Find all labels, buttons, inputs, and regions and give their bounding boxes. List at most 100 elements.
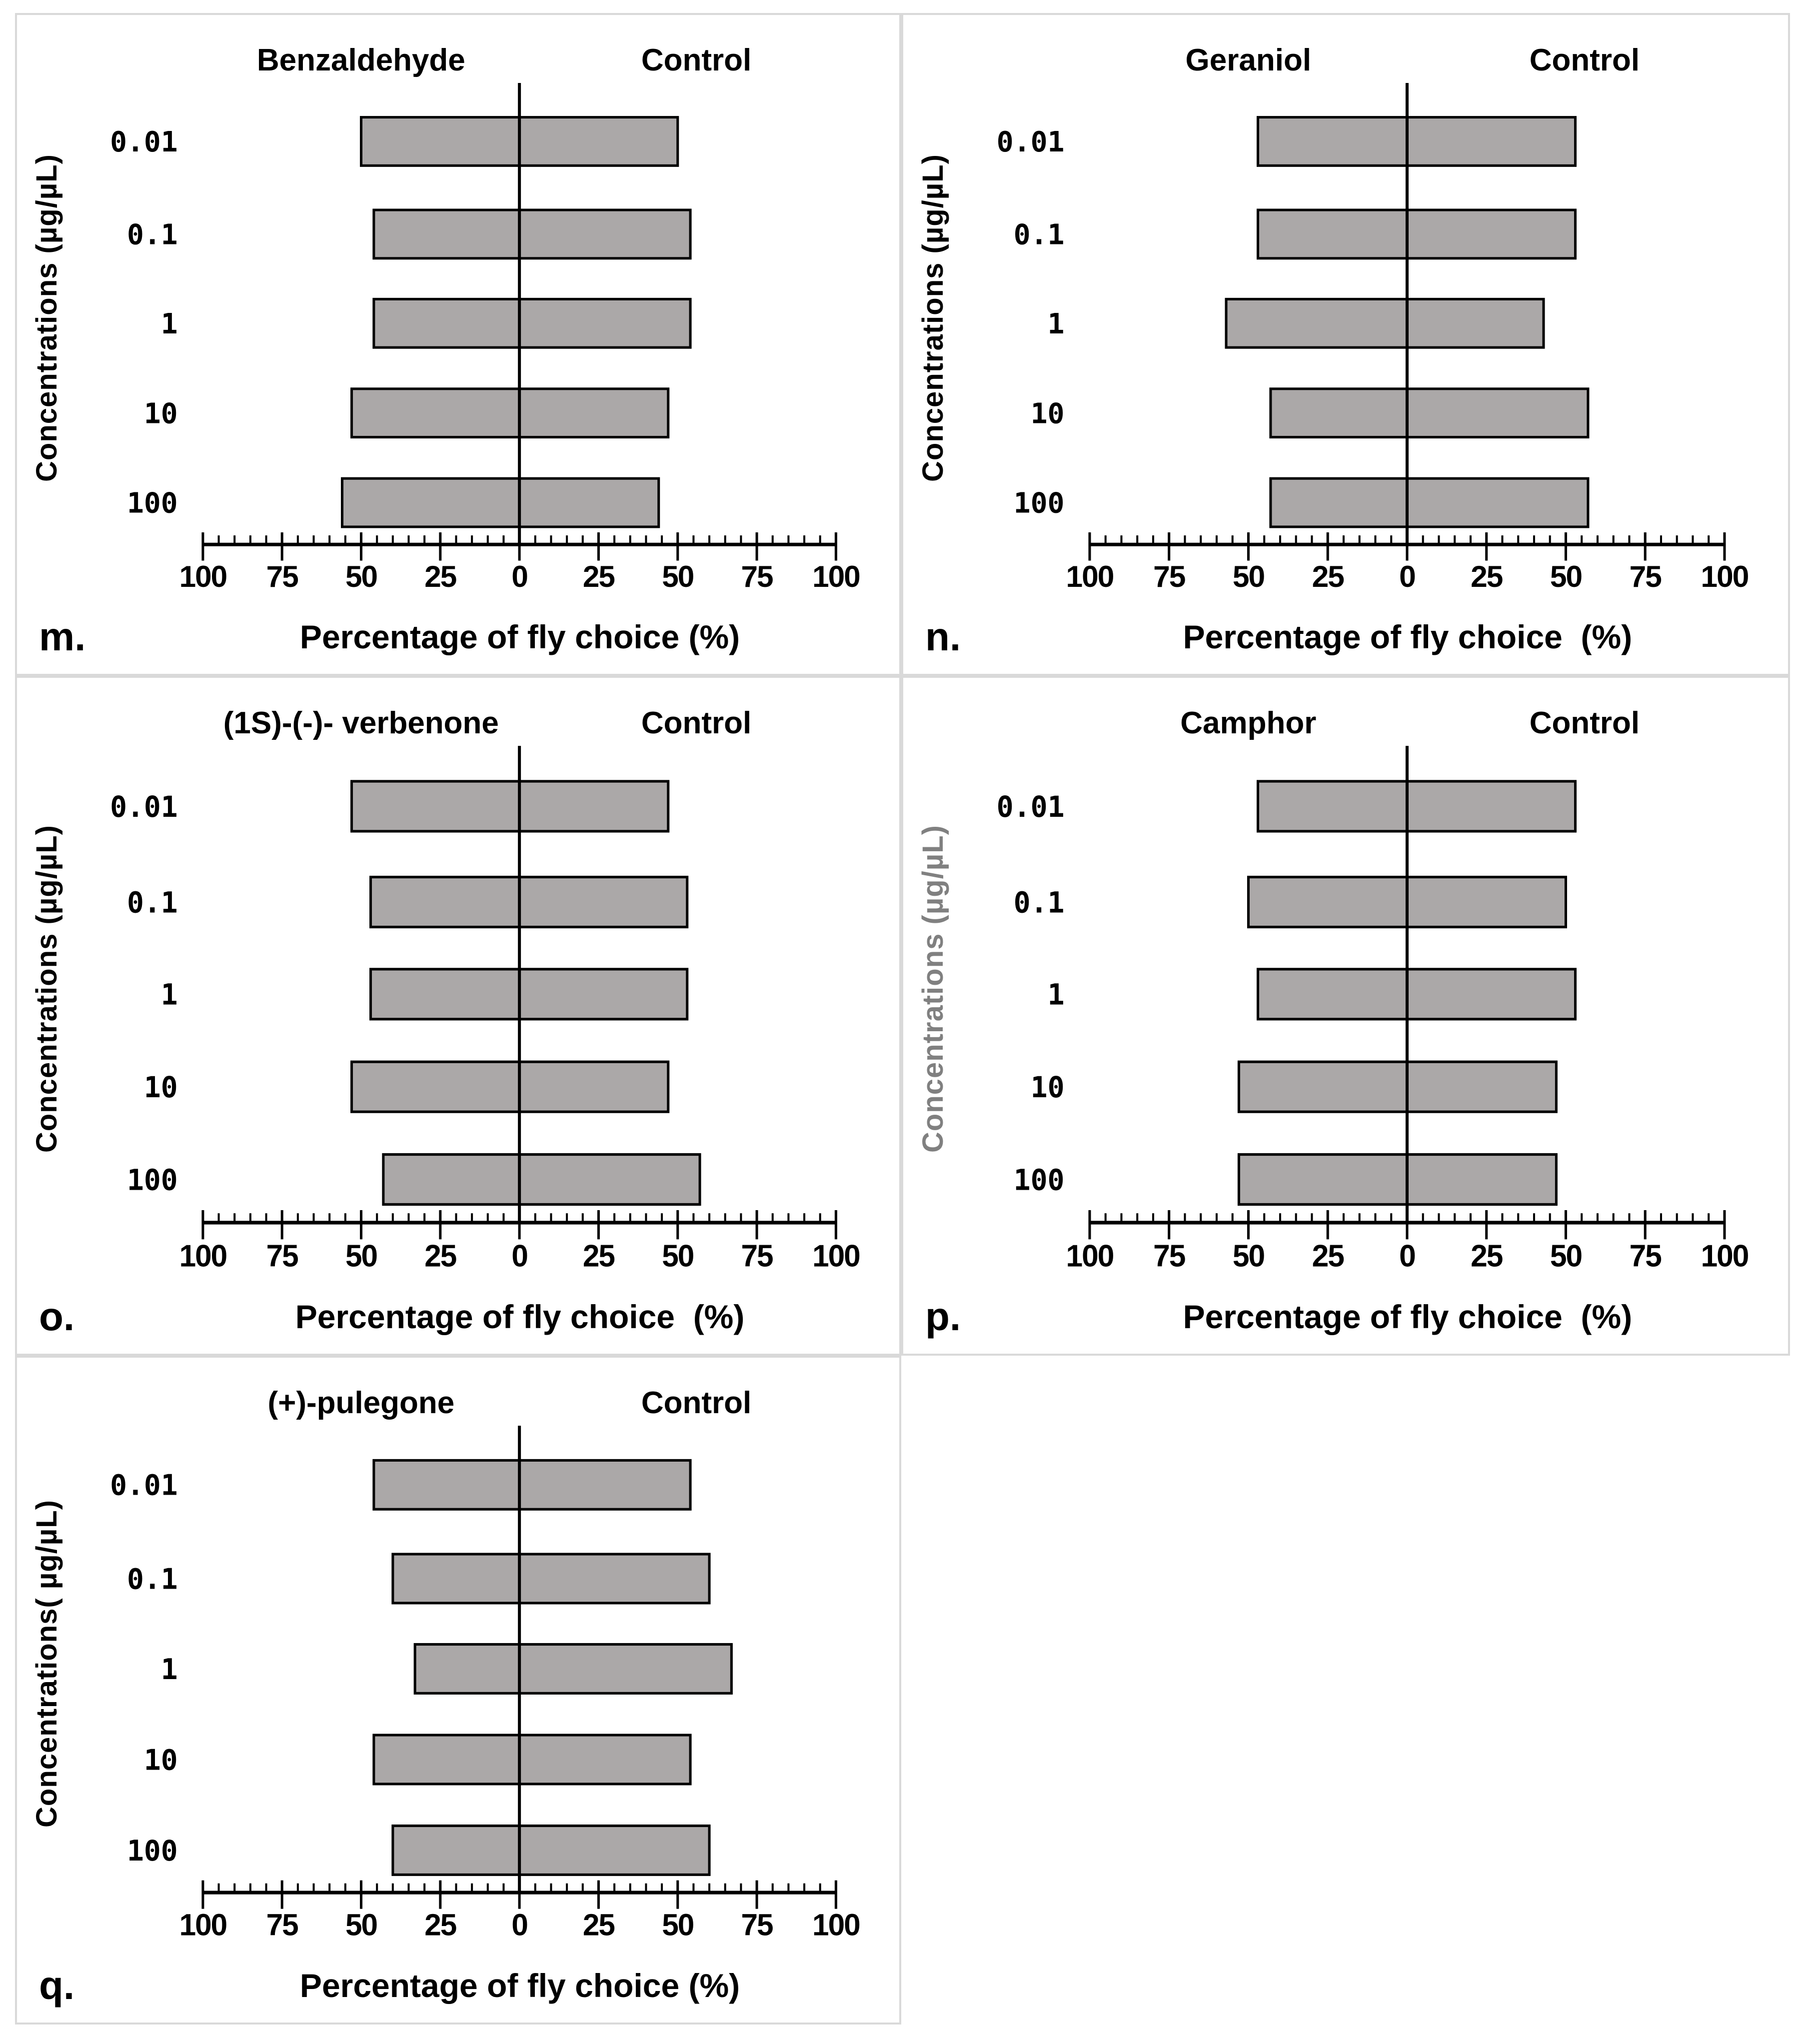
svg-text:50: 50 <box>1233 1238 1264 1273</box>
panel-n-header: Geraniol Control <box>903 15 1788 81</box>
svg-text:100: 100 <box>1014 487 1065 520</box>
svg-text:50: 50 <box>1550 1238 1582 1273</box>
control-title: Control <box>1529 706 1640 740</box>
panel-o: (1S)-(-)- verbenone Control 0.01 0.1 1 10 10… <box>15 676 901 1356</box>
svg-text:75: 75 <box>1153 1238 1185 1273</box>
x-axis-label: Percentage of fly choice (%) <box>299 1967 740 2004</box>
panel-letter: n. <box>925 614 961 659</box>
svg-text:100: 100 <box>127 487 178 520</box>
svg-text:100: 100 <box>1701 1238 1749 1273</box>
panel-p-inner: Camphor Control 0.01 0.1 1 10 100 100 75 50 25 0 2… <box>903 678 1788 1354</box>
panel-n-footer: Percentage of fly choice (%) n. <box>903 595 1788 674</box>
svg-text:50: 50 <box>345 559 377 593</box>
svg-text:25: 25 <box>583 559 614 593</box>
svg-text:0: 0 <box>511 1908 527 1942</box>
panel-o-header: (1S)-(-)- verbenone Control <box>17 678 899 744</box>
svg-text:100: 100 <box>812 1908 860 1942</box>
panel-p-header: Camphor Control <box>903 678 1788 744</box>
svg-text:0.1: 0.1 <box>127 1563 178 1596</box>
panel-p: Camphor Control 0.01 0.1 1 10 100 100 75 50 25 0 2… <box>901 676 1790 1356</box>
diverging-bar-chart: 0.01 0.1 1 10 100 100 75 50 25 0 25 50 75 100 <box>110 83 861 593</box>
svg-text:10: 10 <box>144 397 178 430</box>
svg-text:0.01: 0.01 <box>110 1469 178 1502</box>
svg-text:10: 10 <box>144 1744 178 1777</box>
svg-text:0.1: 0.1 <box>127 218 178 251</box>
svg-text:1: 1 <box>161 1653 178 1686</box>
svg-text:75: 75 <box>266 1908 298 1942</box>
svg-text:75: 75 <box>1630 1238 1662 1273</box>
svg-text:0: 0 <box>1399 559 1415 593</box>
svg-text:1: 1 <box>1048 978 1065 1012</box>
svg-text:100: 100 <box>127 1163 178 1197</box>
diverging-bar-chart: 0.01 0.1 1 10 100 100 75 50 25 0 25 50 75 100 <box>110 746 861 1274</box>
svg-text:0: 0 <box>511 1238 527 1273</box>
svg-text:50: 50 <box>662 1908 693 1942</box>
svg-text:75: 75 <box>741 559 773 593</box>
panel-o-footer: Percentage of fly choice (%) o. <box>17 1275 899 1354</box>
y-axis-label: Concentrations (µg/µL) <box>917 824 949 1153</box>
svg-text:75: 75 <box>741 1908 773 1942</box>
empty-cell <box>901 1356 1790 2025</box>
svg-text:100: 100 <box>1066 1238 1114 1273</box>
svg-text:1: 1 <box>161 978 178 1012</box>
y-axis-label: Concentrations( µg/µL) <box>30 1499 63 1828</box>
svg-text:100: 100 <box>179 1908 227 1942</box>
svg-text:0: 0 <box>1399 1238 1415 1273</box>
panel-m-footer: Percentage of fly choice (%) m. <box>17 595 899 674</box>
treatment-title: Benzaldehyde <box>256 43 465 77</box>
treatment-title: Camphor <box>1180 706 1317 740</box>
x-axis-label: Percentage of fly choice (%) <box>295 1298 745 1335</box>
control-title: Control <box>1529 43 1640 77</box>
panel-o-inner: (1S)-(-)- verbenone Control 0.01 0.1 1 10 10… <box>17 678 899 1354</box>
svg-text:0.01: 0.01 <box>110 126 178 158</box>
svg-text:100: 100 <box>179 1238 227 1273</box>
svg-text:0.1: 0.1 <box>127 885 178 919</box>
diverging-bar-chart: 0.01 0.1 1 10 100 100 75 50 25 0 25 50 75 100 <box>997 83 1750 593</box>
svg-text:25: 25 <box>424 1908 456 1942</box>
diverging-bar-chart: 0.01 0.1 1 10 100 100 75 50 25 0 25 50 75 100 <box>997 746 1749 1274</box>
panel-q: (+)-pulegone Control 0.01 0.1 1 10 100 100 75 5… <box>15 1356 901 2025</box>
x-axis-label: Percentage of fly choice (%) <box>1183 1298 1633 1335</box>
svg-text:0.1: 0.1 <box>1014 219 1065 251</box>
svg-text:50: 50 <box>345 1908 377 1942</box>
svg-text:50: 50 <box>1550 559 1582 593</box>
svg-text:10: 10 <box>144 1070 178 1104</box>
svg-text:100: 100 <box>812 559 860 593</box>
svg-text:25: 25 <box>1312 559 1344 593</box>
svg-text:100: 100 <box>127 1834 178 1867</box>
svg-text:1: 1 <box>161 308 178 340</box>
x-axis-label: Percentage of fly choice (%) <box>1183 618 1633 655</box>
y-axis-label: Concentrations (µg/µL) <box>30 154 63 482</box>
svg-text:0: 0 <box>511 559 527 593</box>
svg-text:50: 50 <box>345 1238 377 1273</box>
y-axis-label: Concentrations (µg/µL) <box>917 154 949 482</box>
treatment-title: Geraniol <box>1185 43 1312 77</box>
panel-p-footer: Percentage of fly choice (%) p. <box>903 1275 1788 1354</box>
svg-text:75: 75 <box>266 1238 298 1273</box>
svg-text:25: 25 <box>1471 1238 1503 1273</box>
svg-text:0.01: 0.01 <box>997 790 1065 824</box>
svg-text:50: 50 <box>662 559 693 593</box>
diverging-bar-chart: 0.01 0.1 1 10 100 100 75 50 25 0 25 50 75 100 <box>110 1426 861 1942</box>
panel-m-inner: Benzaldehyde Control 0.01 0.1 1 10 100 100 75 5… <box>17 15 899 674</box>
svg-text:1: 1 <box>1048 308 1065 340</box>
control-title: Control <box>641 706 752 740</box>
svg-text:10: 10 <box>1031 1070 1065 1104</box>
panel-letter: m. <box>39 614 86 659</box>
panel-letter: o. <box>39 1294 75 1339</box>
x-axis-label: Percentage of fly choice (%) <box>299 618 740 655</box>
svg-text:50: 50 <box>1233 559 1265 593</box>
svg-text:100: 100 <box>1014 1163 1065 1197</box>
panel-letter: q. <box>39 1963 75 2008</box>
svg-text:10: 10 <box>1031 397 1065 430</box>
svg-text:100: 100 <box>812 1238 860 1273</box>
panel-m-header: Benzaldehyde Control <box>17 15 899 81</box>
y-axis-label: Concentrations (µg/µL) <box>30 824 63 1153</box>
panel-q-header: (+)-pulegone Control <box>17 1358 899 1424</box>
svg-text:25: 25 <box>424 1238 456 1273</box>
svg-text:25: 25 <box>1471 559 1503 593</box>
treatment-title: (+)-pulegone <box>267 1386 455 1420</box>
treatment-title: (1S)-(-)- verbenone <box>223 706 499 740</box>
svg-text:75: 75 <box>1630 559 1662 593</box>
